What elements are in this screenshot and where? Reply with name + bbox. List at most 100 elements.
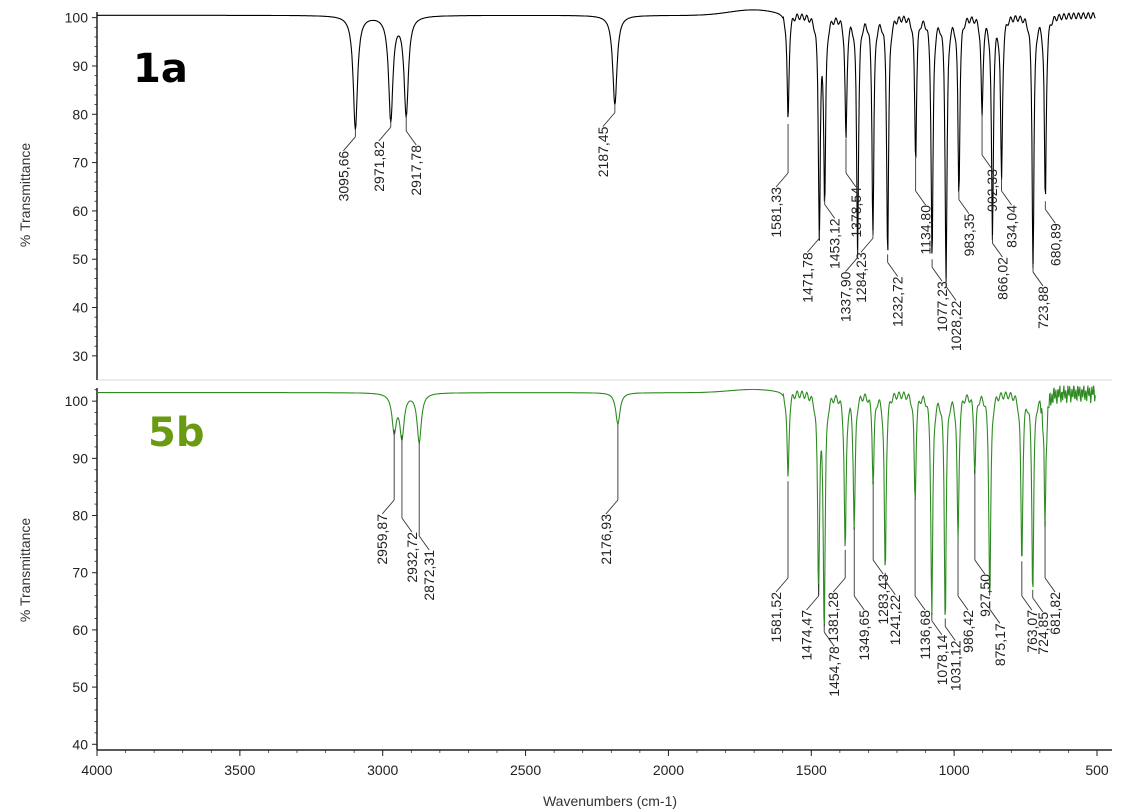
peak-leader-tip <box>845 257 858 272</box>
peak-leader-tip <box>974 559 986 575</box>
peak-label: 724,85 <box>1035 612 1051 655</box>
peak-leader-tip <box>824 204 836 219</box>
peak-label: 1474,47 <box>799 610 815 661</box>
peak-label: 1028,22 <box>948 300 964 351</box>
y-tick-label: 40 <box>72 736 88 752</box>
peak-label: 2917,78 <box>408 145 424 196</box>
spectrum-line <box>97 9 1096 283</box>
y-tick-label: 30 <box>72 348 88 364</box>
peak-leader-tip <box>931 620 943 636</box>
peak-annotation: 2959,87 <box>374 429 395 565</box>
spectrum-panel-5b: 40 50 60 70 80 90 100 % Transmittance 5b 2959,87 2… <box>17 385 1112 752</box>
peak-label: 1077,23 <box>934 281 950 332</box>
peak-leader-tip <box>853 595 865 611</box>
peak-leader-tip <box>405 130 417 146</box>
peak-leader-tip <box>602 112 616 127</box>
peak-annotation: 681,82 <box>1044 521 1063 635</box>
peak-annotation: 875,17 <box>989 601 1008 666</box>
x-axis-label: Wavenumbers (cm-1) <box>543 793 677 809</box>
peak-leader-tip <box>1044 208 1056 224</box>
peak-label: 1134,80 <box>918 205 934 255</box>
peak-annotation: 680,89 <box>1044 201 1063 266</box>
peak-leader-tip <box>1032 597 1044 613</box>
x-tick-label: 1000 <box>939 762 970 778</box>
peak-label: 2176,93 <box>598 514 614 565</box>
peak-annotation: 1381,28 <box>825 549 846 643</box>
y-tick-label: 80 <box>72 106 88 122</box>
peak-annotation: 2187,45 <box>595 104 616 177</box>
x-tick-label: 1500 <box>796 762 827 778</box>
peak-label: 1232,72 <box>890 276 906 327</box>
peak-leader-tip <box>418 535 430 551</box>
peak-label: 2932,72 <box>404 532 420 583</box>
peak-label: 1381,28 <box>825 592 841 643</box>
peak-leader-tip <box>807 237 820 253</box>
peak-annotation: 1283,43 <box>872 481 891 625</box>
peak-label: 680,89 <box>1047 223 1063 266</box>
peak-label: 2872,31 <box>421 550 437 601</box>
peak-leader-tip <box>981 154 993 170</box>
peak-leader-tip <box>944 626 956 641</box>
peak-leader-tip <box>957 595 969 611</box>
peak-label: 834,04 <box>1004 205 1020 248</box>
peak-leader-tip <box>832 577 846 593</box>
x-tick-label: 2500 <box>510 762 541 778</box>
peak-annotation: 3095,66 <box>335 128 356 202</box>
peak-leader-tip <box>884 580 896 595</box>
peak-annotation: 2932,72 <box>401 435 420 583</box>
x-tick-label: 3500 <box>224 762 255 778</box>
y-tick-label: 70 <box>72 565 88 581</box>
peak-label: 3095,66 <box>335 151 351 202</box>
y-tick-label: 50 <box>72 679 88 695</box>
peak-annotation: 2176,93 <box>598 424 619 565</box>
peak-annotation: 1136,68 <box>914 498 933 660</box>
y-axis-label: % Transmittance <box>17 518 33 622</box>
peak-leader-tip <box>775 172 789 188</box>
peak-annotation: 983,35 <box>958 191 977 256</box>
peak-annotation: 1378,54 <box>845 138 864 238</box>
peak-label: 2959,87 <box>374 514 390 565</box>
peak-annotation: 1031,12 <box>944 618 963 691</box>
peak-leader-tip <box>915 190 926 206</box>
peak-leader-tip <box>1001 190 1012 206</box>
peak-leader-tip <box>992 242 1003 258</box>
peak-annotation: 2971,82 <box>371 119 392 192</box>
peak-label: 1349,65 <box>856 610 872 661</box>
peak-label: 1078,14 <box>934 635 950 686</box>
y-tick-label: 60 <box>72 203 88 219</box>
peak-annotation: 927,50 <box>974 469 993 617</box>
peak-leader-tip <box>401 517 413 533</box>
peak-leader-tip <box>806 595 819 611</box>
y-tick-label: 60 <box>72 622 88 638</box>
y-axis-label: % Transmittance <box>17 143 33 247</box>
y-tick-label: 100 <box>65 393 89 409</box>
peak-leader-tip <box>945 286 957 301</box>
peak-label: 986,42 <box>960 610 976 653</box>
peak-label: 2187,45 <box>595 126 611 177</box>
peak-label: 866,02 <box>994 257 1010 300</box>
peak-annotation: 1471,78 <box>799 230 820 303</box>
peak-leader-tip <box>887 262 899 277</box>
peak-annotation: 902,33 <box>981 114 1000 212</box>
peak-annotation: 986,42 <box>957 538 976 653</box>
peak-leader-tip <box>381 499 395 515</box>
peak-label: 902,33 <box>984 169 1000 212</box>
peak-leader-tip <box>1044 577 1056 593</box>
peak-annotation: 1337,90 <box>838 249 859 322</box>
peak-leader-tip <box>1032 271 1044 287</box>
x-tick-label: 2000 <box>653 762 684 778</box>
peak-label: 1337,90 <box>838 271 854 322</box>
y-tick-label: 70 <box>72 155 88 171</box>
peak-label: 1454,78 <box>826 646 842 697</box>
peak-label: 1581,52 <box>768 592 784 643</box>
y-tick-label: 90 <box>72 58 88 74</box>
peak-leader-tip <box>343 136 356 152</box>
peak-label: 763,07 <box>1024 610 1040 653</box>
peak-annotation: 1453,12 <box>824 196 843 269</box>
peak-label: 1453,12 <box>827 218 843 269</box>
peak-label: 983,35 <box>961 213 977 256</box>
peak-label: 1378,54 <box>848 187 864 238</box>
peak-annotation: 1232,72 <box>887 254 906 327</box>
peak-annotation: 763,07 <box>1021 561 1040 653</box>
